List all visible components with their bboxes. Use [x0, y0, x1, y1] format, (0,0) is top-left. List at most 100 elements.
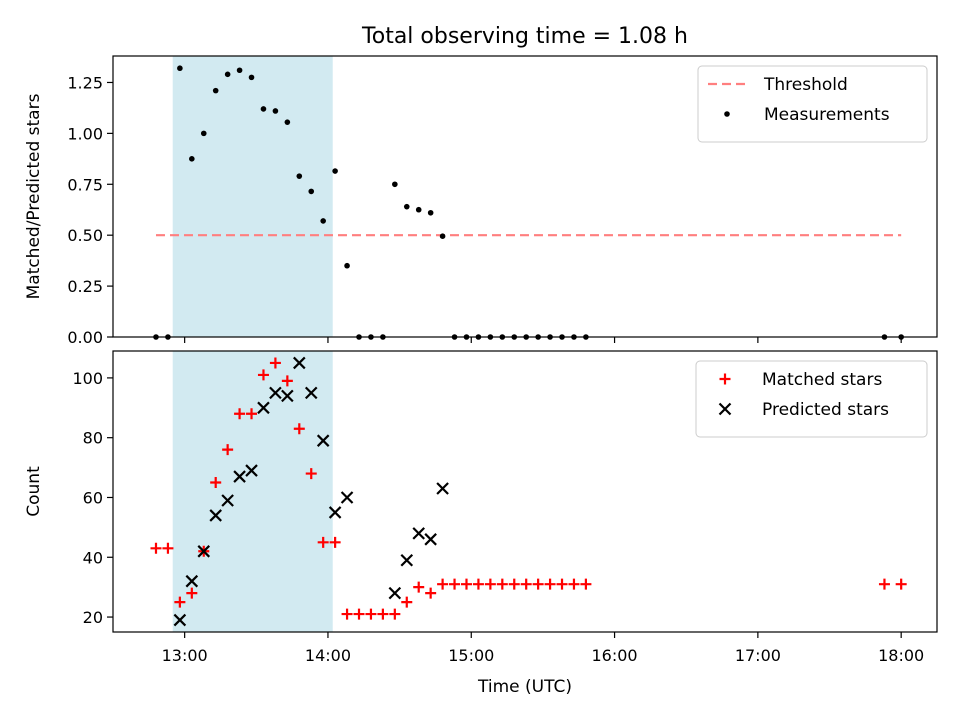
- y-tick-label: 40: [83, 548, 103, 567]
- data-point: [436, 482, 449, 495]
- data-point: [233, 470, 246, 483]
- data-point: [895, 578, 907, 590]
- legend-label: Threshold: [763, 75, 848, 95]
- data-point: [210, 477, 222, 489]
- data-point: [878, 578, 890, 590]
- data-point: [224, 71, 231, 78]
- data-point: [186, 587, 198, 599]
- x-tick-label: 16:00: [592, 646, 638, 665]
- data-point: [472, 578, 484, 590]
- legend: Threshold Measurements: [697, 65, 928, 143]
- data-point: [209, 509, 222, 522]
- data-point: [162, 542, 174, 554]
- y-tick-label: 60: [83, 488, 103, 507]
- y-axis-label: Matched/Predicted stars: [24, 93, 44, 299]
- legend-marker: [718, 402, 732, 416]
- x-tick-label: 18:00: [878, 646, 924, 665]
- legend: Matched stars Predicted stars: [695, 360, 928, 438]
- data-point: [173, 613, 187, 627]
- data-point: [212, 87, 219, 94]
- y-tick-label: 100: [72, 369, 103, 388]
- data-point: [532, 578, 544, 590]
- data-point: [449, 578, 461, 590]
- y-tick-label: 0.50: [67, 226, 103, 245]
- data-point: [308, 188, 315, 195]
- data-point: [403, 203, 410, 210]
- data-point: [234, 408, 246, 420]
- data-point: [316, 434, 330, 447]
- x-tick-label: 14:00: [305, 646, 351, 665]
- data-point: [424, 533, 437, 546]
- data-point: [272, 108, 279, 114]
- legend-frame: [695, 360, 928, 438]
- legend-label: Matched stars: [762, 370, 882, 390]
- data-point: [245, 464, 258, 477]
- data-point: [400, 553, 414, 567]
- data-point: [329, 536, 341, 548]
- data-point: [222, 444, 234, 456]
- data-point: [236, 67, 243, 74]
- x-tick-label: 15:00: [448, 646, 494, 665]
- data-point: [353, 608, 365, 620]
- axes-frame: [112, 350, 938, 633]
- legend-label: Predicted stars: [762, 400, 889, 420]
- data-point: [437, 578, 449, 590]
- legend-marker: [724, 111, 730, 117]
- y-tick-label: 0.00: [67, 328, 103, 347]
- data-point: [248, 74, 255, 81]
- data-point: [328, 506, 342, 519]
- data-point: [439, 233, 446, 240]
- data-point: [185, 574, 199, 588]
- data-point: [320, 218, 326, 224]
- series-matched-stars: [150, 357, 907, 620]
- data-point: [177, 65, 183, 72]
- data-point: [332, 168, 338, 174]
- data-point: [257, 369, 269, 381]
- data-point: [341, 608, 353, 620]
- data-point: [460, 578, 472, 590]
- highlight-span: [172, 56, 333, 337]
- chart-title: Total observing time = 1.08 h: [361, 24, 688, 49]
- y-tick-label: 0.75: [67, 175, 103, 194]
- data-point: [317, 536, 329, 548]
- data-point: [365, 608, 377, 620]
- series-measurements: [153, 65, 904, 340]
- data-point: [425, 587, 437, 599]
- legend-marker: [719, 373, 731, 385]
- data-point: [412, 527, 425, 540]
- legend-frame: [697, 65, 928, 143]
- x-tick-label: 17:00: [735, 646, 781, 665]
- data-point: [344, 262, 350, 269]
- data-point: [304, 386, 318, 400]
- data-point: [427, 209, 434, 216]
- data-point: [269, 386, 282, 400]
- data-point: [281, 389, 294, 403]
- y-tick-label: 1.25: [67, 73, 103, 92]
- data-point: [197, 545, 211, 558]
- data-point: [257, 401, 270, 415]
- data-point: [401, 596, 413, 608]
- data-point: [293, 423, 305, 435]
- highlight-span: [172, 351, 333, 632]
- data-point: [392, 181, 398, 188]
- data-point: [340, 491, 354, 504]
- data-point: [305, 468, 317, 480]
- data-point: [293, 356, 306, 370]
- data-point: [556, 578, 568, 590]
- data-point: [496, 578, 508, 590]
- y-tick-label: 0.25: [67, 277, 103, 296]
- data-point: [284, 119, 291, 125]
- y-tick-label: 80: [83, 429, 103, 448]
- data-point: [296, 173, 303, 179]
- x-tick-label: 13:00: [162, 646, 208, 665]
- data-point: [484, 578, 496, 590]
- data-point: [544, 578, 556, 590]
- data-point: [150, 542, 162, 554]
- y-tick-label: 1.00: [67, 124, 103, 143]
- data-point: [221, 494, 234, 507]
- axes-frame: [112, 55, 938, 338]
- x-axis-label: Time (UTC): [477, 677, 572, 697]
- data-point: [246, 408, 258, 420]
- data-point: [388, 586, 402, 600]
